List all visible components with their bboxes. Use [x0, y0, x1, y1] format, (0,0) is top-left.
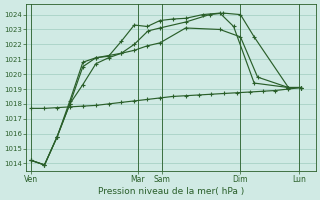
X-axis label: Pression niveau de la mer( hPa ): Pression niveau de la mer( hPa )	[98, 187, 244, 196]
